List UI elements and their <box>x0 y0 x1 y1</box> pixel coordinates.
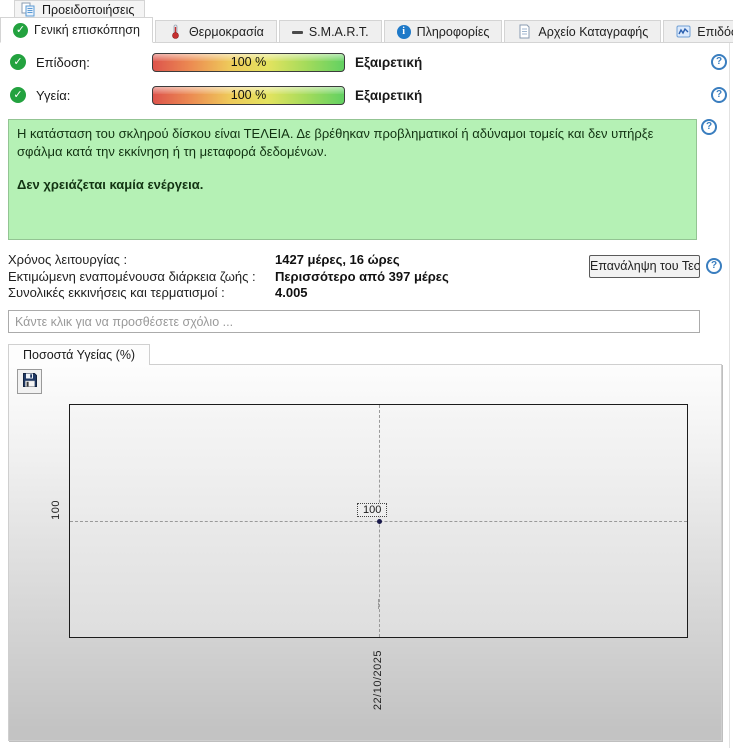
health-chart-panel: 100 100 22/10/2025 <box>8 364 722 741</box>
tab-general-overview[interactable]: ✓ Γενική επισκόπηση <box>0 17 153 43</box>
performance-row: ✓ Επίδοση: 100 % Εξαιρετική ? <box>10 52 733 72</box>
performance-rating: Εξαιρετική <box>355 54 423 70</box>
status-message-box: Η κατάσταση του σκληρού δίσκου είναι ΤΕΛ… <box>8 119 697 240</box>
status-action-text: Δεν χρειάζεται καμία ενέργεια. <box>17 177 204 193</box>
stat-value: 4.005 <box>275 285 308 300</box>
x-axis-tick <box>378 599 379 609</box>
tab-warnings[interactable]: Προειδοποιήσεις <box>14 0 146 17</box>
save-chart-button[interactable] <box>17 369 42 394</box>
stat-label: Εκτιμώμενη εναπομένουσα διάρκεια ζωής : <box>8 268 256 284</box>
tab-general-overview-label: Γενική επισκόπηση <box>34 23 140 37</box>
lifetime-stats: Χρόνος λειτουργίας : 1427 μέρες, 16 ώρες… <box>8 252 568 302</box>
document-icon <box>517 24 532 39</box>
status-ok-icon: ✓ <box>10 54 26 70</box>
help-icon[interactable]: ? <box>711 54 727 70</box>
health-row: ✓ Υγεία: 100 % Εξαιρετική ? <box>10 85 733 105</box>
help-icon[interactable]: ? <box>711 87 727 103</box>
stat-value: Περισσότερο από 397 μέρες <box>275 268 449 284</box>
status-ok-icon: ✓ <box>10 87 26 103</box>
tab-smart-label: S.M.A.R.T. <box>308 24 369 39</box>
tab-smart[interactable]: S.M.A.R.T. <box>278 20 382 43</box>
data-point-label: 100 <box>357 503 388 517</box>
tab-health-percent-chart-label: Ποσοστά Υγείας (%) <box>23 348 136 362</box>
x-axis-tick-label: 22/10/2025 <box>372 650 384 711</box>
secondary-tab-strip: Προειδοποιήσεις <box>14 0 146 17</box>
health-label: Υγεία: <box>36 87 71 103</box>
tab-information-label: Πληροφορίες <box>416 24 490 39</box>
stat-label: Χρόνος λειτουργίας : <box>8 252 128 267</box>
health-percent: 100 % <box>230 87 267 102</box>
performance-meter: 100 % <box>152 52 345 72</box>
tab-health-percent-chart[interactable]: Ποσοστά Υγείας (%) <box>8 344 151 365</box>
thermometer-icon <box>168 24 183 39</box>
y-axis-tick-label: 100 <box>50 500 62 520</box>
tab-log-label: Αρχείο Καταγραφής <box>538 24 649 39</box>
performance-chart-icon <box>676 24 691 39</box>
tab-information[interactable]: i Πληροφορίες <box>383 20 503 43</box>
window-right-edge <box>729 43 730 748</box>
data-point-marker <box>377 519 382 524</box>
performance-label: Επίδοση: <box>36 54 90 70</box>
stat-label: Συνολικές εκκινήσεις και τερματισμοί : <box>8 285 225 300</box>
performance-percent: 100 % <box>230 54 267 69</box>
check-circle-icon: ✓ <box>13 22 28 38</box>
info-circle-icon: i <box>396 24 411 39</box>
tab-temperature-label: Θερμοκρασία <box>188 24 264 39</box>
tab-disk-performance[interactable]: Επιδόσεις δίσκου <box>663 20 733 43</box>
comment-input[interactable] <box>8 310 700 333</box>
status-message-text: Η κατάσταση του σκληρού δίσκου είναι ΤΕΛ… <box>17 126 654 159</box>
help-icon[interactable]: ? <box>701 119 717 135</box>
floppy-disk-icon <box>22 372 38 391</box>
stat-row-power-on-time: Χρόνος λειτουργίας : 1427 μέρες, 16 ώρες <box>8 252 568 269</box>
health-meter: 100 % <box>152 85 345 105</box>
tab-log[interactable]: Αρχείο Καταγραφής <box>504 20 662 43</box>
tab-warnings-label: Προειδοποιήσεις <box>42 2 135 17</box>
stat-value: 1427 μέρες, 16 ώρες <box>275 252 400 267</box>
dash-icon <box>291 30 303 34</box>
tab-temperature[interactable]: Θερμοκρασία <box>154 20 277 43</box>
health-rating: Εξαιρετική <box>355 87 423 103</box>
repeat-test-button[interactable]: Επανάληψη του Τεστ <box>589 255 700 278</box>
help-icon[interactable]: ? <box>706 258 722 274</box>
main-tab-strip: ✓ Γενική επισκόπηση Θερμοκρασία S.M.A.R.… <box>0 17 733 43</box>
stat-row-start-stop-count: Συνολικές εκκινήσεις και τερματισμοί : 4… <box>8 285 568 302</box>
tab-disk-performance-label: Επιδόσεις δίσκου <box>697 24 733 39</box>
stat-row-remaining-lifetime: Εκτιμώμενη εναπομένουσα διάρκεια ζωής : … <box>8 269 568 286</box>
pages-icon <box>21 2 36 17</box>
